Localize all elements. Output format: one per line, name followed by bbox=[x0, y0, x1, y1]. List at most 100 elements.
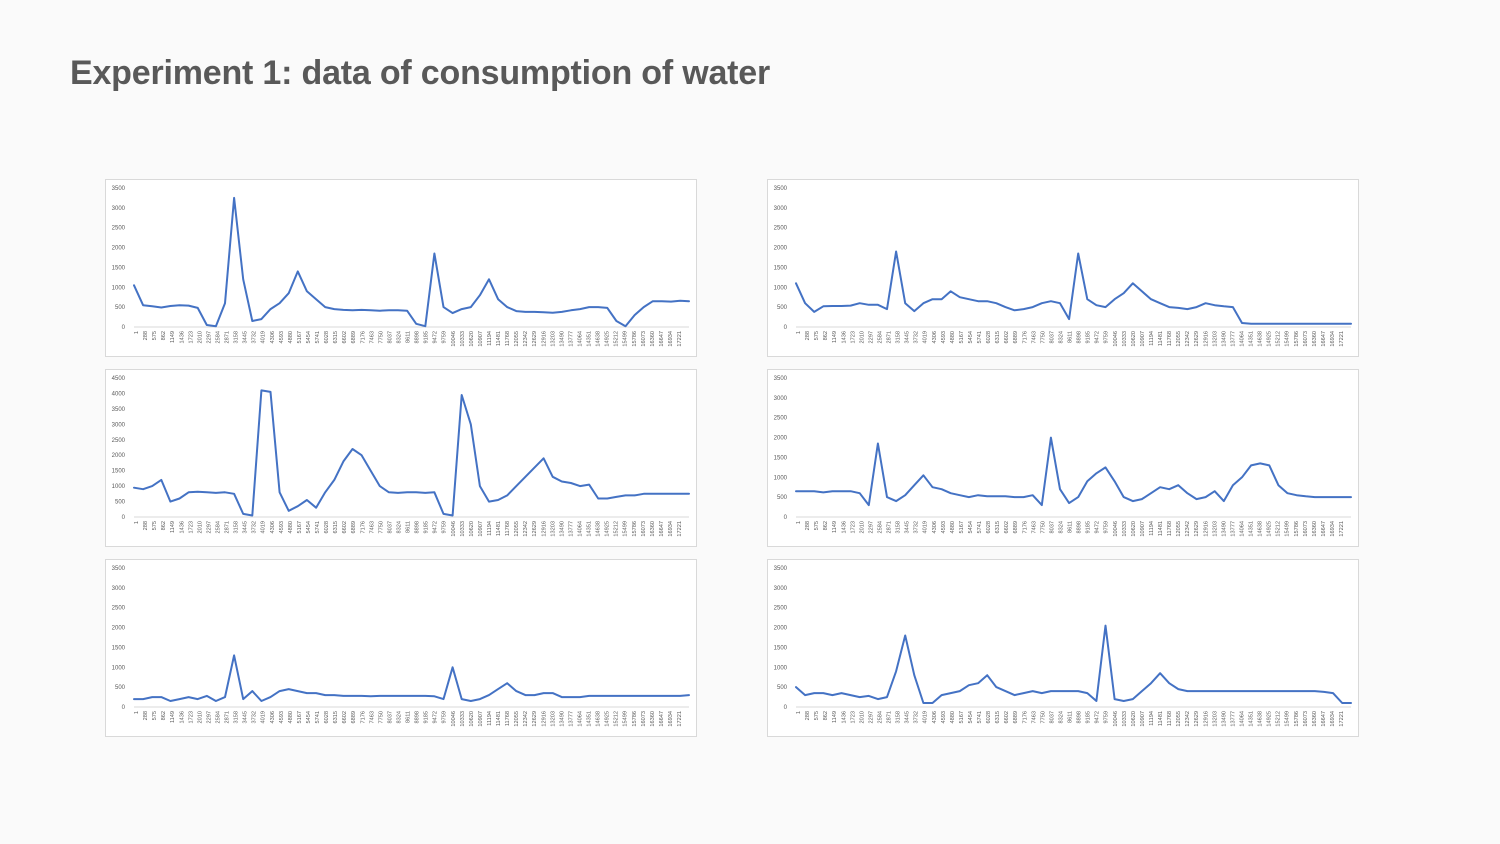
x-tick-label: 8611 bbox=[1068, 521, 1074, 533]
x-tick-label: 11194 bbox=[1149, 711, 1155, 726]
x-tick-label: 12055 bbox=[1176, 711, 1182, 727]
x-tick-label: 10620 bbox=[469, 521, 475, 537]
x-tick-label: 11768 bbox=[505, 331, 511, 346]
x-tick-label: 1723 bbox=[850, 521, 856, 533]
y-tick-label: 2000 bbox=[774, 436, 788, 442]
y-tick-label: 0 bbox=[784, 705, 788, 711]
x-tick-label: 16647 bbox=[659, 331, 665, 347]
x-tick-label: 16073 bbox=[1303, 521, 1309, 537]
x-tick-label: 14925 bbox=[1267, 521, 1273, 537]
x-tick-label: 288 bbox=[805, 331, 811, 340]
x-tick-label: 10907 bbox=[478, 711, 484, 727]
x-tick-label: 16647 bbox=[1321, 521, 1327, 537]
x-tick-label: 1723 bbox=[188, 521, 194, 533]
y-tick-label: 1000 bbox=[112, 665, 126, 671]
x-tick-label: 6315 bbox=[333, 521, 339, 533]
x-tick-label: 1149 bbox=[170, 521, 176, 533]
x-tick-label: 2871 bbox=[225, 711, 231, 723]
x-tick-label: 9759 bbox=[1104, 711, 1110, 723]
y-tick-label: 0 bbox=[784, 515, 788, 521]
x-tick-label: 1149 bbox=[170, 331, 176, 343]
x-tick-label: 9472 bbox=[1095, 521, 1101, 533]
x-tick-label: 6889 bbox=[351, 711, 357, 723]
x-tick-label: 14638 bbox=[596, 331, 602, 347]
x-tick-label: 7750 bbox=[378, 521, 384, 533]
x-tick-label: 15786 bbox=[1294, 711, 1300, 727]
x-tick-label: 6028 bbox=[324, 331, 330, 343]
x-tick-label: 10333 bbox=[1122, 711, 1128, 727]
x-tick-label: 14925 bbox=[1267, 331, 1273, 347]
x-tick-label: 13490 bbox=[559, 331, 565, 347]
x-tick-label: 1436 bbox=[841, 331, 847, 343]
x-tick-label: 3732 bbox=[914, 331, 920, 343]
x-tick-label: 2010 bbox=[197, 711, 203, 723]
x-tick-label: 16647 bbox=[1321, 711, 1327, 727]
x-tick-label: 12629 bbox=[1194, 711, 1200, 727]
x-tick-label: 13203 bbox=[550, 331, 556, 347]
x-tick-label: 10907 bbox=[1140, 521, 1146, 537]
x-tick-label: 4880 bbox=[950, 331, 956, 343]
x-tick-label: 9185 bbox=[1086, 711, 1092, 723]
x-tick-label: 2010 bbox=[859, 711, 865, 723]
x-tick-label: 2010 bbox=[197, 521, 203, 533]
x-tick-label: 3445 bbox=[905, 711, 911, 723]
x-tick-label: 13203 bbox=[1212, 521, 1218, 537]
x-tick-label: 14064 bbox=[1239, 521, 1245, 537]
x-tick-label: 3732 bbox=[252, 711, 258, 723]
x-tick-label: 8037 bbox=[1049, 331, 1055, 343]
x-tick-label: 5454 bbox=[968, 521, 974, 533]
x-tick-label: 14351 bbox=[1249, 521, 1255, 537]
x-tick-label: 9759 bbox=[442, 521, 448, 533]
x-tick-label: 8898 bbox=[1077, 521, 1083, 533]
x-tick-label: 15499 bbox=[623, 711, 629, 727]
x-tick-label: 10333 bbox=[460, 521, 466, 537]
x-tick-label: 10046 bbox=[451, 331, 457, 347]
x-tick-label: 10620 bbox=[1131, 521, 1137, 537]
x-tick-label: 12629 bbox=[1194, 331, 1200, 347]
x-tick-label: 11768 bbox=[505, 711, 511, 726]
x-tick-label: 12055 bbox=[1176, 521, 1182, 537]
y-tick-label: 3500 bbox=[774, 376, 788, 382]
y-tick-label: 1000 bbox=[112, 285, 126, 291]
x-tick-label: 10333 bbox=[460, 331, 466, 347]
x-tick-label: 16647 bbox=[659, 521, 665, 537]
y-tick-label: 2500 bbox=[774, 606, 788, 612]
slide-title: Experiment 1: data of consumption of wat… bbox=[70, 54, 771, 92]
x-tick-label: 7176 bbox=[1022, 331, 1028, 343]
x-tick-label: 16934 bbox=[668, 331, 674, 347]
y-tick-label: 0 bbox=[122, 325, 126, 331]
x-tick-label: 15212 bbox=[614, 711, 620, 727]
series-line bbox=[133, 389, 690, 517]
x-tick-label: 8324 bbox=[396, 331, 402, 343]
x-tick-label: 16647 bbox=[1321, 331, 1327, 347]
y-tick-label: 2000 bbox=[774, 246, 788, 252]
x-tick-label: 7750 bbox=[1040, 331, 1046, 343]
x-tick-label: 7176 bbox=[360, 711, 366, 723]
x-tick-label: 6315 bbox=[333, 331, 339, 343]
x-tick-label: 3158 bbox=[234, 711, 240, 723]
y-tick-label: 3500 bbox=[112, 407, 126, 413]
x-tick-label: 5741 bbox=[977, 331, 983, 343]
x-tick-label: 5741 bbox=[315, 711, 321, 723]
x-tick-label: 8037 bbox=[387, 711, 393, 723]
x-tick-label: 8898 bbox=[1077, 331, 1083, 343]
x-tick-label: 288 bbox=[143, 521, 149, 530]
x-tick-label: 10333 bbox=[1122, 331, 1128, 347]
x-tick-label: 575 bbox=[814, 331, 820, 340]
x-tick-label: 9759 bbox=[1104, 521, 1110, 533]
y-tick-label: 500 bbox=[777, 305, 788, 311]
x-tick-label: 15212 bbox=[614, 331, 620, 347]
x-tick-label: 288 bbox=[143, 711, 149, 720]
x-tick-label: 288 bbox=[805, 521, 811, 530]
y-tick-label: 1500 bbox=[774, 455, 788, 461]
x-tick-label: 10620 bbox=[469, 331, 475, 347]
x-tick-label: 6889 bbox=[351, 521, 357, 533]
y-tick-label: 1500 bbox=[774, 645, 788, 651]
x-tick-label: 1149 bbox=[170, 711, 176, 723]
y-tick-label: 2500 bbox=[774, 416, 788, 422]
x-tick-label: 15499 bbox=[1285, 711, 1291, 727]
x-tick-label: 15212 bbox=[1276, 331, 1282, 347]
x-tick-label: 14638 bbox=[596, 711, 602, 727]
